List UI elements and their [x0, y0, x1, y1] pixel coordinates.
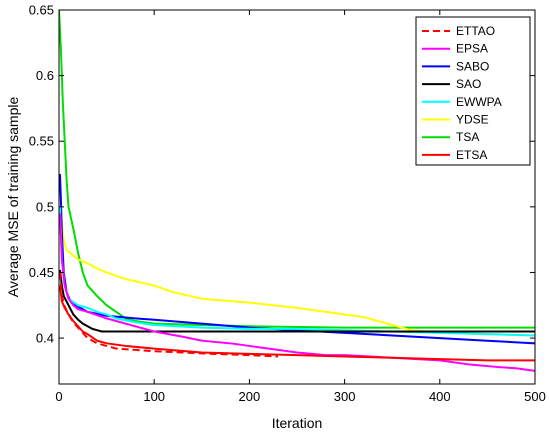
y-tick-label: 0.55 [29, 134, 54, 149]
series-line-sao [59, 269, 535, 333]
x-tick-label: 0 [55, 389, 62, 404]
legend-label-ettao: ETTAO [456, 24, 495, 38]
x-tick-label: 100 [143, 389, 165, 404]
y-tick-label: 0.5 [36, 199, 54, 214]
x-tick-label: 500 [524, 389, 546, 404]
legend-label-etsa: ETSA [456, 148, 487, 162]
legend-label-ydse: YDSE [456, 113, 489, 127]
legend-box [415, 16, 531, 166]
plot-frame [58, 9, 536, 385]
series-line-epsa [59, 213, 535, 372]
x-tick-label: 400 [429, 389, 451, 404]
y-tick-label: 0.6 [36, 68, 54, 83]
x-axis: 0 100 200 300 400 500 [55, 10, 546, 404]
legend-label-tsa: TSA [456, 130, 479, 144]
legend: ETTAO EPSA SABO SAO EWWPA YDSE TSA ETSA [415, 16, 531, 166]
x-tick-label: 200 [239, 389, 261, 404]
y-tick-label: 0.4 [36, 331, 54, 346]
y-axis-title: Average MSE of training sample [5, 97, 21, 298]
x-tick-label: 300 [334, 389, 356, 404]
x-axis-title: Iteration [272, 415, 323, 431]
legend-label-sabo: SABO [456, 59, 489, 73]
y-tick-label: 0.45 [29, 265, 54, 280]
legend-label-ewwpa: EWWPA [456, 95, 502, 109]
legend-label-sao: SAO [456, 77, 481, 91]
y-tick-label: 0.65 [29, 3, 54, 18]
y-axis: 0.4 0.45 0.5 0.55 0.6 0.65 [29, 3, 535, 346]
series-line-ydse [59, 174, 535, 337]
legend-label-epsa: EPSA [456, 42, 488, 56]
series-line-ettao [59, 272, 279, 358]
